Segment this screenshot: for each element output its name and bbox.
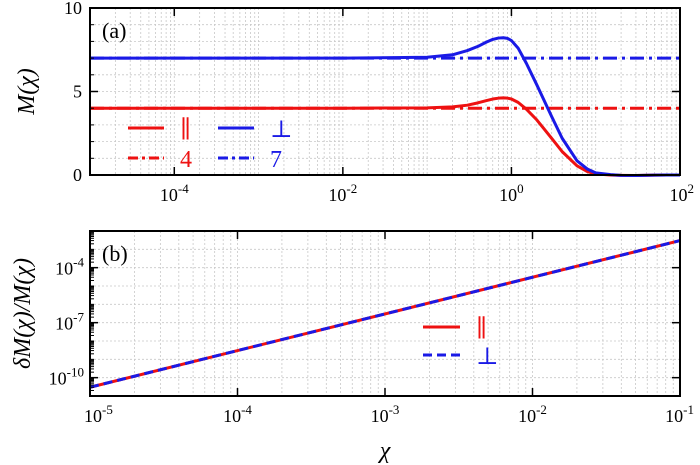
y-tick-label: 10-7: [55, 310, 84, 334]
panel-b-grid: [89, 230, 680, 397]
panel-a-label: (a): [102, 18, 126, 43]
panel-b-ticks: 10-5 10-4 10-3 10-2 10-1 10-10 10-7 10-4: [49, 231, 694, 426]
panel-a: 10-4 10-2 100 102 0 5 10 (a) ∥ ⊥ 4 7 M(χ): [14, 0, 694, 205]
x-tick-label: 102: [670, 181, 695, 205]
y-tick-label: 5: [73, 82, 82, 102]
x-tick-label: 10-5: [84, 402, 113, 426]
x-tick-label: 10-3: [371, 402, 400, 426]
y-tick-label: 10: [64, 0, 82, 18]
y-tick-label: 10-10: [49, 365, 84, 389]
panel-b: 10-5 10-4 10-3 10-2 10-1 10-10 10-7 10-4 (b) ∥⊥…: [10, 230, 694, 464]
x-tick-label: 10-2: [518, 402, 547, 426]
panel-a-ticks: 10-4 10-2 100 102 0 5 10: [64, 0, 694, 205]
panel-b-legend: ∥⊥: [423, 316, 499, 370]
y-tick-label: 0: [73, 165, 82, 185]
panel-a-grid: [89, 7, 680, 176]
x-tick-label: 100: [499, 181, 524, 205]
panel-b-series: [89, 239, 681, 389]
x-axis-label: χ: [378, 438, 392, 464]
panel-b-label: (b): [102, 241, 128, 266]
x-tick-label: 10-1: [665, 402, 694, 426]
panel-a-legend: ∥ ⊥ 4 7: [128, 117, 293, 173]
panel-b-y-axis-label: δM(χ)/M(χ): [10, 258, 36, 369]
series-line-2: [89, 239, 681, 389]
legend-label-b-1: ∥: [476, 316, 487, 342]
panel-a-y-axis-label: M(χ): [14, 68, 40, 116]
legend-label-1: ∥: [180, 117, 191, 143]
y-tick-label: 10-4: [55, 255, 84, 279]
legend-label-4: 7: [270, 147, 282, 173]
x-tick-label: 10-4: [223, 402, 252, 426]
legend-label-3: ⊥: [270, 117, 293, 143]
legend-label-2: 4: [180, 147, 192, 173]
x-tick-label: 10-2: [328, 181, 357, 205]
legend-label-b-2: ⊥: [476, 344, 499, 370]
x-tick-label: 10-4: [160, 181, 189, 205]
